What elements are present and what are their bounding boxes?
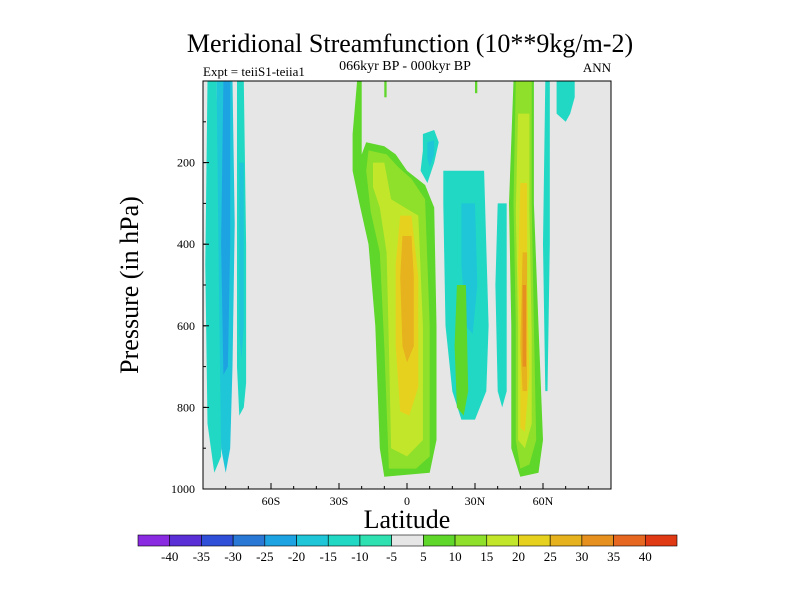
x-axis: 60S 30S 0 30N 60N <box>202 483 612 508</box>
contour-region-nh-cell <box>522 285 526 367</box>
colorbar-label: 40 <box>639 549 652 564</box>
season-label: ANN <box>583 60 612 75</box>
colorbar-swatch <box>486 534 519 547</box>
x-tick-label: 0 <box>404 494 410 508</box>
colorbar-swatch <box>169 534 202 547</box>
colorbar-label: 35 <box>607 549 620 564</box>
chart-subtitle: 066kyr BP - 000kyr BP <box>339 59 471 74</box>
colorbar-swatch <box>137 534 171 547</box>
colorbar-swatch <box>454 534 488 547</box>
colorbar-label: -15 <box>320 549 337 564</box>
contour-region-misc <box>543 81 550 392</box>
contour-region-sh-band-a <box>221 81 231 375</box>
contour-region-misc <box>495 203 507 408</box>
colorbar-swatch <box>613 534 646 547</box>
colorbar-swatch <box>359 534 392 547</box>
colorbar-swatch <box>549 534 583 547</box>
colorbar-label: 25 <box>544 549 557 564</box>
colorbar-swatch <box>201 534 234 547</box>
y-axis-label: Pressure (in hPa) <box>115 196 144 374</box>
y-axis: 200 400 600 800 1000 <box>171 80 209 496</box>
colorbar-swatch <box>391 534 424 547</box>
contour-region-misc <box>427 140 435 167</box>
contour-region-eq-cell <box>400 236 414 363</box>
colorbar-swatch <box>644 534 678 547</box>
colorbar-label: 5 <box>420 549 427 564</box>
colorbar-swatch <box>581 534 614 547</box>
contour-region-misc <box>384 81 387 98</box>
y-tick-label: 200 <box>177 156 195 170</box>
contour-region-misc <box>556 81 575 122</box>
colorbar-swatch <box>518 534 551 547</box>
colorbar-label: 30 <box>575 549 588 564</box>
y-tick-label: 1000 <box>171 482 195 496</box>
colorbar-label: -40 <box>161 549 178 564</box>
colorbar-swatch <box>264 534 297 547</box>
colorbar-swatch <box>296 534 329 547</box>
colorbar-swatch <box>327 534 361 547</box>
x-tick-label: 30N <box>465 494 486 508</box>
contour-region-sh-band-b <box>239 162 244 359</box>
colorbar-label: -35 <box>193 549 210 564</box>
contour-region-misc <box>475 81 478 94</box>
colorbar-swatch <box>232 534 266 547</box>
colorbar-label: -30 <box>224 549 241 564</box>
colorbar-label: -5 <box>386 549 397 564</box>
colorbar-label: -25 <box>256 549 273 564</box>
colorbar-label: -10 <box>351 549 368 564</box>
y-tick-label: 600 <box>177 319 195 333</box>
colorbar-label: -20 <box>288 549 305 564</box>
colorbar-label: 10 <box>449 549 462 564</box>
contour-fill-layer <box>205 81 575 477</box>
y-tick-label: 400 <box>177 237 195 251</box>
experiment-label: Expt = teiiS1-teiia1 <box>203 64 305 79</box>
colorbar: -40 -35 -30 -25 -20 -15 -10 -5 5 10 15 20 25 30 35 40 <box>137 534 678 564</box>
colorbar-swatch <box>423 534 456 547</box>
x-tick-label: 60S <box>262 494 281 508</box>
x-axis-label: Latitude <box>364 505 451 534</box>
x-tick-label: 30S <box>330 494 349 508</box>
contour-region-sh-band-a <box>205 81 222 473</box>
colorbar-label: 20 <box>512 549 525 564</box>
chart-title: Meridional Streamfunction (10**9kg/m-2) <box>187 29 633 58</box>
x-tick-label: 60N <box>533 494 554 508</box>
contour-region-misc <box>454 285 469 416</box>
colorbar-label: 15 <box>480 549 493 564</box>
y-tick-label: 800 <box>177 400 195 414</box>
